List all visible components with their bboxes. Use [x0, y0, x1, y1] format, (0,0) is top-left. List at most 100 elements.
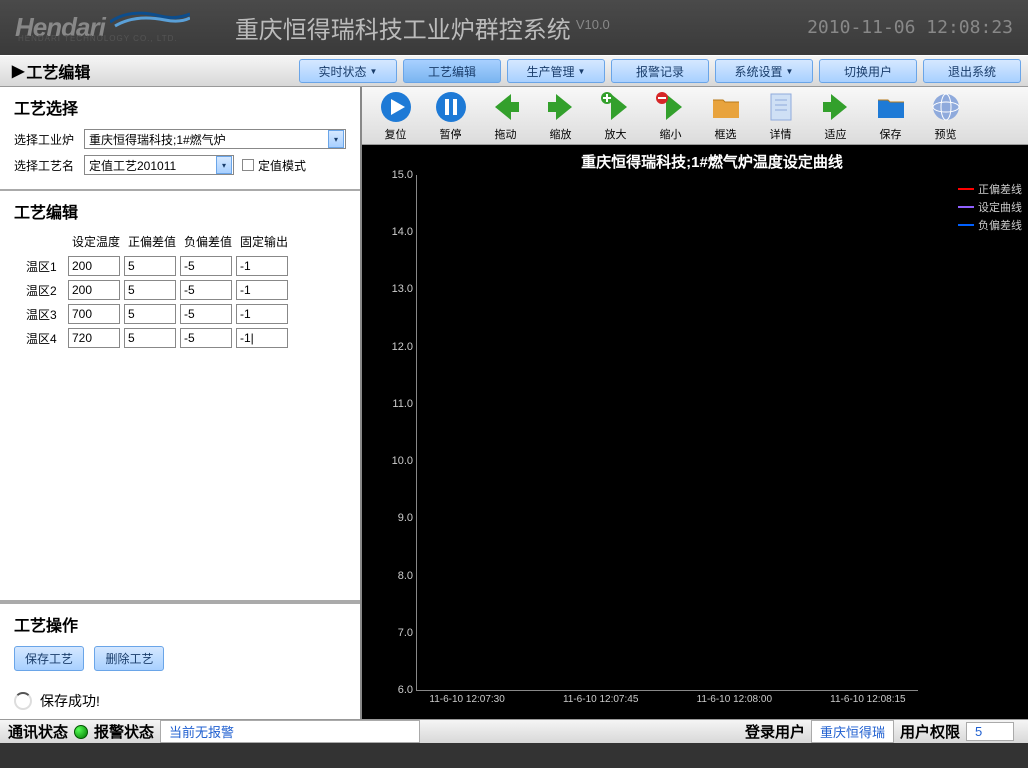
zoomin-button[interactable]: 放大 — [588, 90, 643, 142]
preview-button[interactable]: 预览 — [918, 90, 973, 142]
y-tick: 11.0 — [392, 398, 413, 410]
zone-input[interactable] — [180, 328, 232, 348]
y-tick: 7.0 — [398, 627, 413, 639]
pause-icon — [434, 90, 468, 124]
menu-3[interactable]: 报警记录 — [611, 59, 709, 83]
zone-input[interactable] — [236, 256, 288, 276]
save-icon — [874, 90, 908, 124]
menu-5[interactable]: 切换用户 — [819, 59, 917, 83]
save-button[interactable]: 保存 — [863, 90, 918, 142]
chart-toolbar: 复位暂停拖动缩放放大缩小框选详情适应保存预览 — [362, 87, 1028, 145]
zone-input[interactable] — [180, 304, 232, 324]
zone-input[interactable] — [124, 280, 176, 300]
y-tick: 13.0 — [392, 283, 413, 295]
chart-plot[interactable]: 15.014.013.012.011.010.09.08.07.06.011-6… — [416, 175, 918, 691]
reset-icon — [379, 90, 413, 124]
legend-item: 负偏差线 — [958, 217, 1022, 233]
zone-input[interactable] — [124, 328, 176, 348]
x-tick: 11-6-10 12:08:15 — [830, 694, 905, 705]
zone-input[interactable] — [68, 304, 120, 324]
drag-icon — [489, 90, 523, 124]
zoom-button[interactable]: 缩放 — [533, 90, 588, 142]
menu-1[interactable]: 工艺编辑 — [403, 59, 501, 83]
drag-button[interactable]: 拖动 — [478, 90, 533, 142]
y-tick: 12.0 — [392, 341, 413, 353]
zone-label: 温区2 — [26, 282, 68, 299]
furnace-label: 选择工业炉 — [14, 131, 84, 148]
zoomout-icon — [654, 90, 688, 124]
y-tick: 9.0 — [398, 512, 413, 524]
x-tick: 11-6-10 12:08:00 — [697, 694, 772, 705]
zone-row: 温区2 — [14, 280, 346, 300]
zone-label: 温区4 — [26, 330, 68, 347]
comm-label: 通讯状态 — [8, 721, 68, 742]
datetime: 2010-11-06 12:08:23 — [807, 17, 1013, 38]
zone-input[interactable] — [68, 328, 120, 348]
app-header: Hendari HENDARI TECHNOLOGY CO., LTD. 重庆恒… — [0, 0, 1028, 55]
right-panel: 复位暂停拖动缩放放大缩小框选详情适应保存预览 重庆恒得瑞科技;1#燃气炉温度设定… — [362, 87, 1028, 719]
logo-swoosh-icon — [110, 8, 190, 28]
select-icon — [709, 90, 743, 124]
fixed-mode-checkbox[interactable] — [242, 159, 254, 171]
zone-input[interactable] — [124, 304, 176, 324]
preview-icon — [929, 90, 963, 124]
menu-0[interactable]: 实时状态▼ — [299, 59, 397, 83]
col-header: 设定温度 — [68, 233, 124, 250]
chart-area: 重庆恒得瑞科技;1#燃气炉温度设定曲线 15.014.013.012.011.0… — [362, 145, 1028, 719]
ops-title: 工艺操作 — [14, 612, 346, 636]
logo-subtitle: HENDARI TECHNOLOGY CO., LTD. — [18, 34, 178, 43]
page-label: ▶工艺编辑 — [4, 59, 98, 83]
fit-button[interactable]: 适应 — [808, 90, 863, 142]
zone-input[interactable] — [68, 280, 120, 300]
chart-title: 重庆恒得瑞科技;1#燃气炉温度设定曲线 — [406, 151, 1018, 172]
menubar: ▶工艺编辑 实时状态▼工艺编辑生产管理▼报警记录系统设置▼切换用户退出系统 — [0, 55, 1028, 87]
col-header: 正偏差值 — [124, 233, 180, 250]
process-combo[interactable]: 定值工艺201011▾ — [84, 155, 234, 175]
menu-4[interactable]: 系统设置▼ — [715, 59, 813, 83]
detail-icon — [764, 90, 798, 124]
reset-button[interactable]: 复位 — [368, 90, 423, 142]
zoomin-icon — [599, 90, 633, 124]
furnace-combo[interactable]: 重庆恒得瑞科技;1#燃气炉▾ — [84, 129, 346, 149]
delete-process-button[interactable]: 删除工艺 — [94, 646, 164, 671]
col-header: 固定输出 — [236, 233, 292, 250]
menu-6[interactable]: 退出系统 — [923, 59, 1021, 83]
save-process-button[interactable]: 保存工艺 — [14, 646, 84, 671]
zone-input[interactable] — [236, 280, 288, 300]
chevron-down-icon[interactable]: ▾ — [328, 130, 344, 148]
zone-input[interactable] — [124, 256, 176, 276]
detail-button[interactable]: 详情 — [753, 90, 808, 142]
y-tick: 10.0 — [392, 455, 413, 467]
zone-input[interactable] — [180, 256, 232, 276]
comm-led-icon — [74, 725, 88, 739]
zone-label: 温区1 — [26, 258, 68, 275]
x-tick: 11-6-10 12:07:45 — [563, 694, 638, 705]
zone-input[interactable] — [236, 304, 288, 324]
x-tick: 11-6-10 12:07:30 — [429, 694, 504, 705]
zone-label: 温区3 — [26, 306, 68, 323]
zone-input[interactable] — [180, 280, 232, 300]
zoomout-button[interactable]: 缩小 — [643, 90, 698, 142]
edit-title: 工艺编辑 — [14, 199, 346, 223]
select-title: 工艺选择 — [14, 95, 346, 119]
y-tick: 6.0 — [398, 684, 413, 696]
priv-label: 用户权限 — [900, 721, 960, 742]
zone-row: 温区3 — [14, 304, 346, 324]
left-panel: 工艺选择 选择工业炉 重庆恒得瑞科技;1#燃气炉▾ 选择工艺名 定值工艺2010… — [0, 87, 362, 719]
chart-legend: 正偏差线设定曲线负偏差线 — [958, 179, 1022, 235]
select-button[interactable]: 框选 — [698, 90, 753, 142]
legend-item: 设定曲线 — [958, 199, 1022, 215]
menu-2[interactable]: 生产管理▼ — [507, 59, 605, 83]
zone-row: 温区4 — [14, 328, 346, 348]
process-edit-section: 工艺编辑 设定温度正偏差值负偏差值固定输出 温区1温区2温区3温区4 — [0, 191, 360, 602]
spinner-icon — [14, 692, 32, 710]
alarm-value: 当前无报警 — [160, 720, 420, 743]
pause-button[interactable]: 暂停 — [423, 90, 478, 142]
process-ops-section: 工艺操作 保存工艺 删除工艺 保存成功! — [0, 602, 360, 719]
save-status: 保存成功! — [14, 691, 346, 711]
fit-icon — [819, 90, 853, 124]
chevron-down-icon[interactable]: ▾ — [216, 156, 232, 174]
zone-input[interactable] — [236, 328, 288, 348]
zone-input[interactable] — [68, 256, 120, 276]
user-value: 重庆恒得瑞 — [811, 720, 894, 743]
